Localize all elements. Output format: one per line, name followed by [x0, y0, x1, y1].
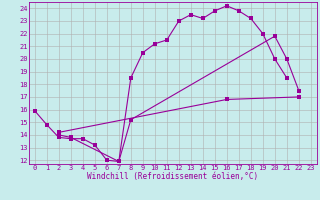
X-axis label: Windchill (Refroidissement éolien,°C): Windchill (Refroidissement éolien,°C) [87, 172, 258, 181]
